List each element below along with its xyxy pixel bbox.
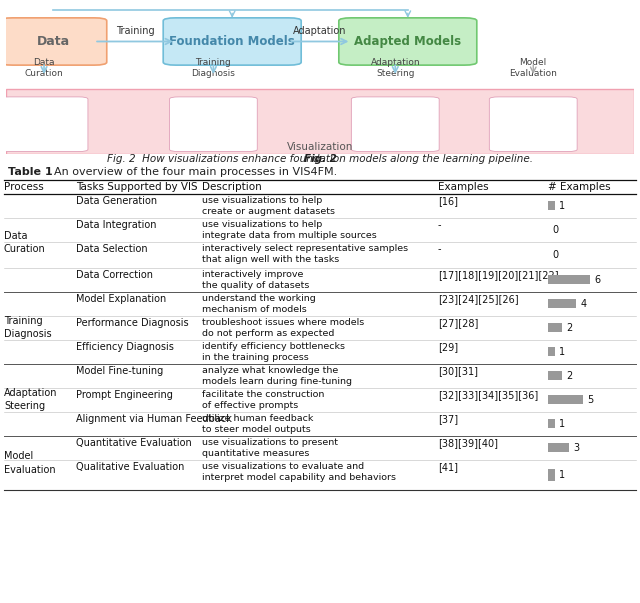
- Bar: [548, 299, 576, 308]
- FancyBboxPatch shape: [0, 18, 107, 65]
- Text: Alignment via Human Feedback: Alignment via Human Feedback: [76, 414, 232, 424]
- Text: Fig. 2  How visualizations enhance foundation models along the learning pipeline: Fig. 2 How visualizations enhance founda…: [107, 154, 533, 164]
- Text: Foundation Models: Foundation Models: [170, 35, 295, 48]
- Text: Performance Diagnosis: Performance Diagnosis: [76, 318, 189, 328]
- Bar: [548, 347, 555, 356]
- Bar: [548, 396, 583, 405]
- Text: An overview of the four main processes in VIS4FM.: An overview of the four main processes i…: [54, 167, 337, 177]
- Text: Fig. 2: Fig. 2: [303, 154, 337, 164]
- FancyBboxPatch shape: [0, 97, 88, 151]
- Text: Training
Diagnosis: Training Diagnosis: [4, 316, 52, 339]
- Text: Adaptation: Adaptation: [293, 25, 347, 36]
- Text: # Examples: # Examples: [548, 182, 611, 192]
- FancyBboxPatch shape: [163, 18, 301, 65]
- Text: 1: 1: [559, 201, 565, 211]
- Text: [37]: [37]: [438, 414, 458, 424]
- Text: 5: 5: [587, 395, 593, 405]
- Text: 2: 2: [566, 371, 572, 381]
- Text: Model
Evaluation: Model Evaluation: [4, 451, 56, 475]
- Text: [29]: [29]: [438, 342, 458, 352]
- Bar: [548, 201, 555, 210]
- Text: 0: 0: [552, 250, 558, 260]
- Text: Data
Curation: Data Curation: [4, 231, 45, 254]
- Text: 2: 2: [566, 323, 572, 333]
- Text: interactively improve
the quality of datasets: interactively improve the quality of dat…: [202, 270, 309, 290]
- Text: Data Selection: Data Selection: [76, 244, 148, 254]
- FancyBboxPatch shape: [351, 97, 439, 151]
- Text: Data
Curation: Data Curation: [25, 58, 63, 78]
- Text: Adaptation
Steering: Adaptation Steering: [4, 388, 58, 411]
- Text: Data: Data: [37, 35, 70, 48]
- Text: [23][24][25][26]: [23][24][25][26]: [438, 294, 518, 304]
- FancyBboxPatch shape: [490, 97, 577, 151]
- FancyBboxPatch shape: [170, 97, 257, 151]
- Text: 1: 1: [559, 419, 565, 429]
- Bar: [548, 469, 555, 481]
- Text: Data Correction: Data Correction: [76, 270, 153, 280]
- Text: Tasks Supported by VIS: Tasks Supported by VIS: [76, 182, 198, 192]
- FancyBboxPatch shape: [339, 18, 477, 65]
- Text: Adaptation
Steering: Adaptation Steering: [371, 58, 420, 78]
- Text: identify efficiency bottlenecks
in the training process: identify efficiency bottlenecks in the t…: [202, 342, 345, 362]
- Text: 4: 4: [580, 299, 586, 309]
- Text: use visualizations to present
quantitative measures: use visualizations to present quantitati…: [202, 438, 338, 458]
- Text: Model
Evaluation: Model Evaluation: [509, 58, 557, 78]
- Text: troubleshoot issues where models
do not perform as expected: troubleshoot issues where models do not …: [202, 318, 364, 338]
- Text: interactively select representative samples
that align well with the tasks: interactively select representative samp…: [202, 244, 408, 264]
- Text: Table 1: Table 1: [8, 167, 52, 177]
- Bar: [548, 419, 555, 429]
- Text: 0: 0: [552, 225, 558, 235]
- Text: -: -: [438, 244, 442, 254]
- Text: [16]: [16]: [438, 196, 458, 206]
- Text: use visualizations to evaluate and
interpret model capability and behaviors: use visualizations to evaluate and inter…: [202, 462, 396, 482]
- Text: utilize human feedback
to steer model outputs: utilize human feedback to steer model ou…: [202, 414, 314, 434]
- Text: [41]: [41]: [438, 462, 458, 472]
- Text: [17][18][19][20][21][22]: [17][18][19][20][21][22]: [438, 270, 559, 280]
- Text: Model Fine-tuning: Model Fine-tuning: [76, 366, 163, 376]
- Text: 6: 6: [594, 275, 600, 285]
- Text: Process: Process: [4, 182, 44, 192]
- Bar: [548, 275, 590, 285]
- Text: use visualizations to help
create or augment datasets: use visualizations to help create or aug…: [202, 196, 335, 216]
- Text: analyze what knowledge the
models learn during fine-tuning: analyze what knowledge the models learn …: [202, 366, 352, 387]
- Text: Efficiency Diagnosis: Efficiency Diagnosis: [76, 342, 174, 352]
- Text: [32][33][34][35][36]: [32][33][34][35][36]: [438, 390, 538, 400]
- Text: Prompt Engineering: Prompt Engineering: [76, 390, 173, 400]
- Text: 1: 1: [559, 470, 565, 480]
- Text: Description: Description: [202, 182, 262, 192]
- Text: Quantitative Evaluation: Quantitative Evaluation: [76, 438, 192, 448]
- Text: -: -: [438, 219, 442, 230]
- Text: Qualitative Evaluation: Qualitative Evaluation: [76, 462, 184, 472]
- Text: Training: Training: [116, 25, 154, 36]
- Text: understand the working
mechanism of models: understand the working mechanism of mode…: [202, 294, 316, 314]
- Text: Training
Diagnosis: Training Diagnosis: [191, 58, 236, 78]
- Text: [38][39][40]: [38][39][40]: [438, 438, 498, 448]
- Text: [30][31]: [30][31]: [438, 366, 478, 376]
- Text: Data Integration: Data Integration: [76, 219, 157, 230]
- Text: facilitate the construction
of effective prompts: facilitate the construction of effective…: [202, 390, 324, 410]
- Text: Examples: Examples: [438, 182, 488, 192]
- Text: Visualization: Visualization: [287, 142, 353, 153]
- Bar: [548, 443, 569, 452]
- Bar: [548, 371, 562, 380]
- Text: [27][28]: [27][28]: [438, 318, 478, 328]
- Text: Adapted Models: Adapted Models: [355, 35, 461, 48]
- FancyBboxPatch shape: [6, 89, 634, 154]
- Text: 1: 1: [559, 347, 565, 357]
- Text: Data Generation: Data Generation: [76, 196, 157, 206]
- Text: use visualizations to help
integrate data from multiple sources: use visualizations to help integrate dat…: [202, 219, 377, 240]
- Text: Model Explanation: Model Explanation: [76, 294, 166, 304]
- Text: 3: 3: [573, 443, 579, 453]
- Bar: [548, 323, 562, 332]
